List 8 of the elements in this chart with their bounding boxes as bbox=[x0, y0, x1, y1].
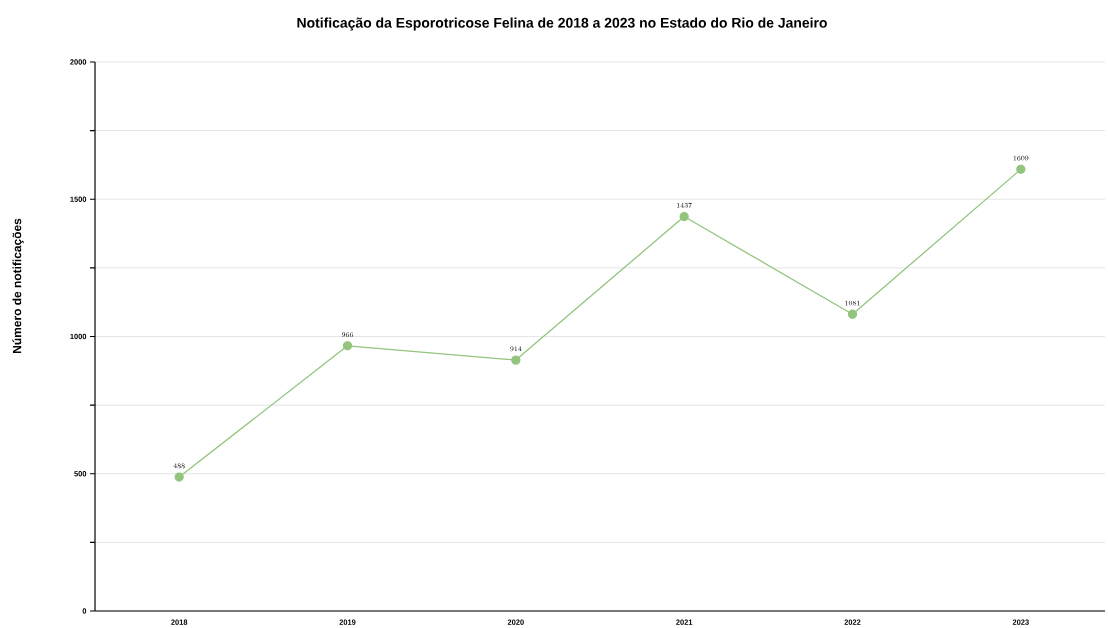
point bbox=[679, 211, 689, 222]
point bbox=[342, 341, 353, 351]
point bbox=[1016, 164, 1026, 174]
y-axis-title: Número de notificações bbox=[12, 218, 24, 353]
point bbox=[847, 309, 858, 319]
chart-title: Notificação da Esporotricose Felina de 2018 a 2023 no Estado do Rio de Janeiro bbox=[297, 17, 827, 31]
point bbox=[511, 355, 521, 365]
point bbox=[174, 472, 184, 482]
